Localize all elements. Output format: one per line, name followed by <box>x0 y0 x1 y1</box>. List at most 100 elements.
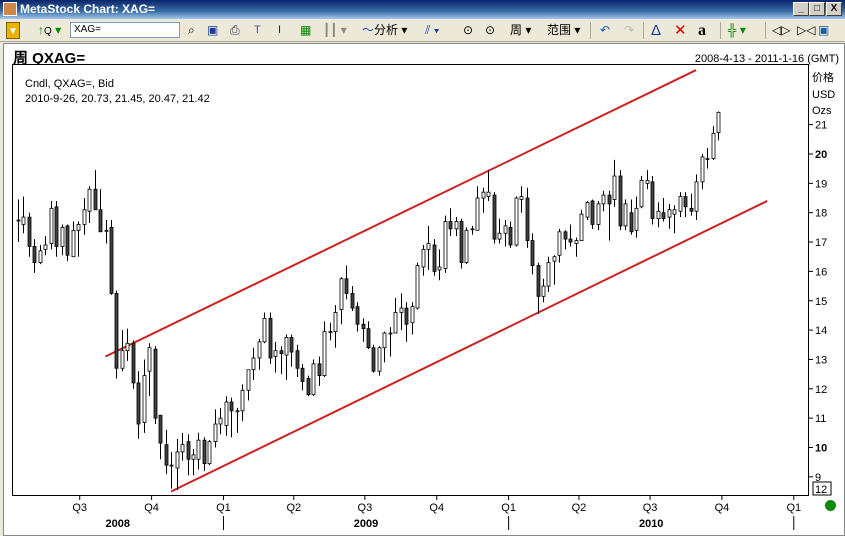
download-icon[interactable]: ▼ <box>6 22 20 39</box>
x-tick-label: Q1 <box>501 502 516 514</box>
analysis-menu[interactable]: 〜分析 ▾ <box>362 23 408 37</box>
up-arrow-icon[interactable]: ↑Q ▾ <box>38 23 62 37</box>
candle-down <box>661 212 666 219</box>
candle-up <box>639 180 644 208</box>
text-frame-icon[interactable]: I <box>278 24 282 36</box>
candle-up <box>486 191 491 197</box>
title-bar: MetaStock Chart: XAG= _ □ X <box>0 0 845 19</box>
candle-up <box>21 216 26 225</box>
metastock-app-icon <box>3 2 17 16</box>
y-tick-label: 12 <box>815 384 827 396</box>
candle-up <box>634 207 639 231</box>
candle-down <box>404 307 409 325</box>
candle-up <box>393 312 398 334</box>
candle-down <box>295 350 300 369</box>
y-tick-label: 17 <box>815 237 827 249</box>
delete-icon[interactable]: ✕ <box>674 22 687 39</box>
candle-up <box>672 209 677 215</box>
x-tick-label: Q4 <box>715 502 730 514</box>
candle-down <box>268 317 273 359</box>
triangle-icon[interactable]: Δ <box>651 22 662 39</box>
symbol-input[interactable]: XAG= <box>70 22 180 38</box>
search-icon[interactable]: ⌕ <box>188 23 195 37</box>
redo-icon[interactable]: ↷ <box>624 23 635 37</box>
candle-up <box>585 202 590 218</box>
candle-down <box>508 226 513 246</box>
candle-down <box>366 328 371 349</box>
year-label: 2010 <box>639 518 663 530</box>
candle-down <box>186 441 191 460</box>
candle-up <box>656 210 661 219</box>
candle-up <box>481 191 486 199</box>
y-tick-label: 13 <box>815 354 827 366</box>
candle-style-icon[interactable]: ┃┃ ▾ <box>323 23 347 37</box>
candle-up <box>251 357 256 371</box>
x-tick-label: Q3 <box>643 502 658 514</box>
text-a-icon[interactable]: a <box>698 22 706 39</box>
undo-icon[interactable]: ↶ <box>600 23 611 37</box>
save-icon[interactable]: ▣ <box>207 23 219 37</box>
toolbar-separator <box>643 22 644 39</box>
plot-area[interactable] <box>12 64 809 496</box>
color-grid-icon[interactable]: ▦ <box>300 23 312 37</box>
candle-up <box>388 332 393 335</box>
candle-down <box>530 240 535 266</box>
candle-up <box>218 417 223 425</box>
candle-up <box>333 312 338 332</box>
candle-up <box>716 111 721 133</box>
candle-down <box>432 244 437 272</box>
candle-up <box>60 226 65 247</box>
candle-up <box>645 180 650 184</box>
candle-up <box>503 225 508 234</box>
candle-down <box>525 197 530 241</box>
text-icon[interactable]: T <box>254 24 261 36</box>
candle-up <box>273 350 278 357</box>
candle-up <box>147 347 152 372</box>
close-button[interactable]: X <box>826 2 842 16</box>
candle-down <box>448 221 453 230</box>
candle-up <box>213 423 218 443</box>
print-icon[interactable]: ⎙ <box>230 23 240 37</box>
candle-down <box>279 350 284 354</box>
candle-up <box>705 158 710 160</box>
trendline-icon[interactable]: ⫽ ▾ <box>425 23 440 37</box>
range-menu[interactable]: 范围 ▾ <box>547 23 581 37</box>
line-style-icon: 〜 <box>362 23 375 37</box>
channel-trendline <box>170 200 768 493</box>
candle-down <box>683 196 688 208</box>
candle-up <box>339 278 344 310</box>
scroll-icon[interactable]: ◁▷ <box>772 23 791 37</box>
candle-up <box>579 213 584 241</box>
x-tick-label: Q2 <box>572 502 587 514</box>
period-menu[interactable]: 周 ▾ <box>510 23 532 37</box>
candle-down <box>131 342 136 384</box>
candle-down <box>607 194 612 205</box>
chart-title: 周 QXAG= <box>13 50 86 67</box>
candle-up <box>180 444 185 453</box>
candle-down <box>355 306 360 325</box>
snapshot-icon[interactable]: ▣ <box>818 23 830 37</box>
candle-up <box>421 248 426 268</box>
candle-up <box>382 332 387 349</box>
candle-up <box>612 175 617 200</box>
toolbar: ▼ ↑Q ▾ XAG= ⌕ ▣ ⎙ T I ▦ ┃┃ ▾ 〜分析 ▾ ⫽ ▾ ⊙… <box>0 19 845 42</box>
candle-down <box>568 238 573 243</box>
toolbar-separator <box>765 22 766 39</box>
candle-up <box>377 347 382 372</box>
toolbar-separator <box>720 22 721 39</box>
crosshair-icon[interactable]: ╬ ▾ <box>728 23 746 37</box>
channel-trendline <box>105 69 697 358</box>
zoom-out-icon[interactable]: ⊙ <box>485 23 496 37</box>
minimize-button[interactable]: _ <box>793 2 809 16</box>
candle-up <box>224 401 229 426</box>
candle-up <box>328 331 333 333</box>
candle-up <box>175 451 180 469</box>
fit-icon[interactable]: ▷◁ <box>797 23 816 37</box>
series-legend: Cndl, QXAG=, Bid <box>25 78 114 90</box>
maximize-button[interactable]: □ <box>809 2 825 16</box>
candle-up <box>43 244 48 250</box>
y-axis-unit-label: USD <box>812 89 835 101</box>
candle-up <box>678 196 683 212</box>
zoom-in-icon[interactable]: ⊙ <box>463 23 474 37</box>
candle-up <box>541 285 546 297</box>
